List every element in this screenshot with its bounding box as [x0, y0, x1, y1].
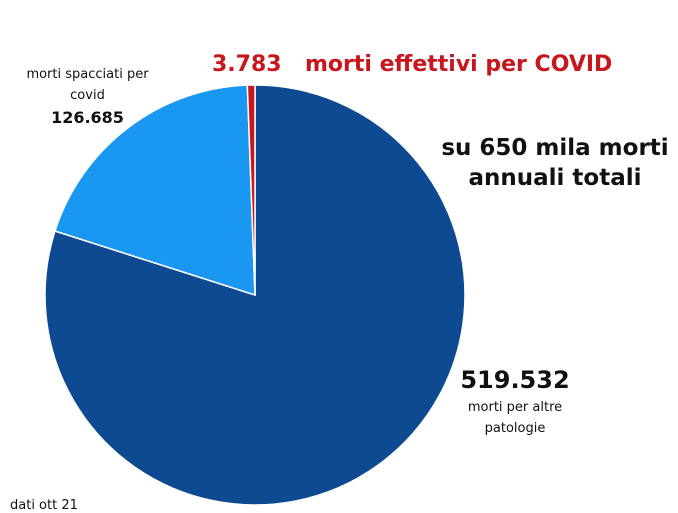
- slice-label: morti per altre patologie: [467, 400, 563, 436]
- slice-label: morti effettivi per COVID: [305, 52, 613, 77]
- value-label: 3.783: [212, 52, 282, 77]
- pie-slice: [246, 84, 256, 296]
- note: dati ott 21: [10, 498, 78, 513]
- annotation: su 650 mila morti annuali totali: [441, 135, 669, 191]
- slice-label: morti spacciati per covid: [26, 67, 149, 103]
- value-label: 126.685: [51, 108, 124, 127]
- value-label: 519.532: [460, 366, 570, 394]
- pie-slice: [54, 84, 256, 297]
